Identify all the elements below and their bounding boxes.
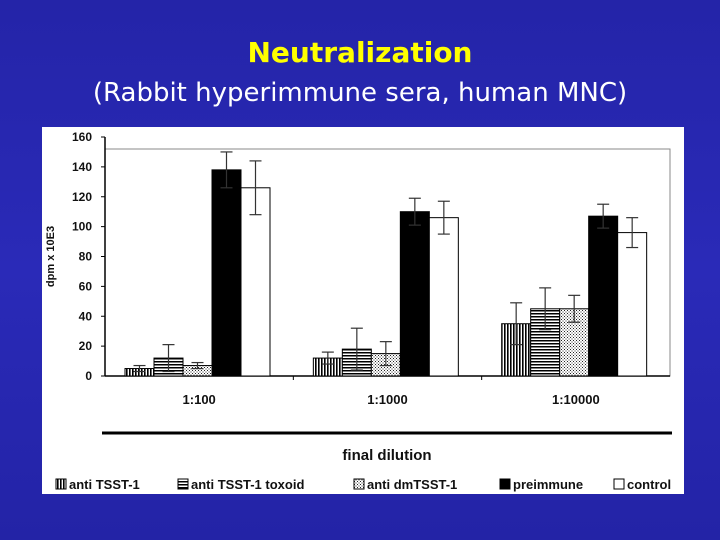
legend-label: control bbox=[627, 477, 671, 492]
y-tick-label: 120 bbox=[72, 190, 92, 204]
bar-white bbox=[428, 217, 459, 377]
bar-white bbox=[617, 232, 648, 377]
legend-label: anti TSST-1 bbox=[69, 477, 140, 492]
legend-swatch bbox=[353, 478, 365, 490]
y-tick-label: 140 bbox=[72, 160, 92, 174]
legend-label: anti TSST-1 toxoid bbox=[191, 477, 304, 492]
legend-label: anti dmTSST-1 bbox=[367, 477, 457, 492]
slide-title: Neutralization bbox=[247, 36, 473, 69]
legend-swatch bbox=[55, 478, 67, 490]
y-tick-label: 20 bbox=[79, 339, 93, 353]
bar-solid-black bbox=[211, 169, 242, 377]
y-axis-label: dpm x 10E3 bbox=[45, 226, 57, 287]
y-tick-label: 100 bbox=[72, 220, 92, 234]
y-tick-label: 60 bbox=[79, 279, 93, 293]
bar-solid-black bbox=[399, 211, 430, 377]
bar-white bbox=[240, 187, 271, 377]
legend-swatch bbox=[499, 478, 511, 490]
bar-solid-black bbox=[588, 215, 619, 377]
legend-swatch bbox=[613, 478, 625, 490]
y-tick-label: 160 bbox=[72, 130, 92, 144]
x-tick-label: 1:100 bbox=[183, 392, 216, 407]
x-tick-label: 1:1000 bbox=[367, 392, 407, 407]
slide-subtitle: (Rabbit hyperimmune sera, human MNC) bbox=[92, 78, 628, 108]
bar-chart: 0 20 40 60 80 100 120 140 160 dpm x 10E3 1:100 1:10… bbox=[45, 130, 672, 492]
x-tick-label: 1:10000 bbox=[552, 392, 600, 407]
legend-swatch bbox=[177, 478, 189, 490]
y-tick-label: 40 bbox=[79, 309, 93, 323]
y-tick-label: 80 bbox=[79, 250, 93, 264]
y-tick-label: 0 bbox=[85, 369, 92, 383]
legend-label: preimmune bbox=[513, 477, 583, 492]
chart-panel: 0 20 40 60 80 100 120 140 160 dpm x 10E3 1:100 1:10… bbox=[42, 127, 684, 494]
x-axis-label: final dilution bbox=[342, 447, 431, 464]
